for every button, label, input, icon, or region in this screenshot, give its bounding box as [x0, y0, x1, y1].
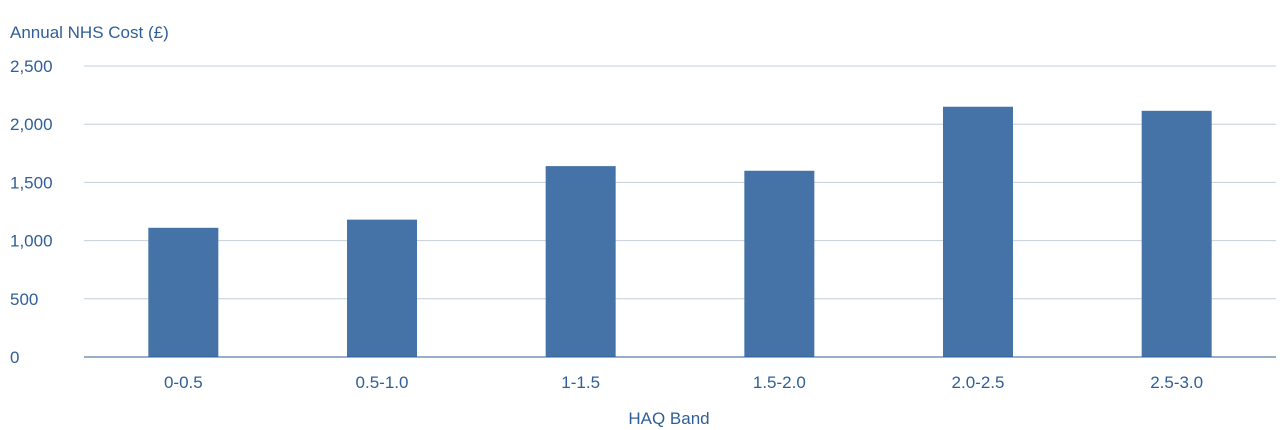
y-axis-label: Annual NHS Cost (£)	[10, 23, 169, 42]
x-tick-label: 0-0.5	[164, 373, 203, 392]
x-tick-label: 1-1.5	[561, 373, 600, 392]
y-tick-label: 1,000	[10, 232, 53, 251]
bar-1.5-2.0	[744, 170, 815, 357]
x-tick-label: 0.5-1.0	[356, 373, 409, 392]
gridlines	[84, 65, 1276, 300]
bar-2.5-3.0	[1141, 110, 1212, 358]
y-tick-label: 2,000	[10, 115, 53, 134]
bar-0.5-1.0	[347, 219, 417, 357]
bar-1-1.5	[545, 166, 616, 357]
y-tick-label: 1,500	[10, 173, 53, 192]
bar-0-0.5	[148, 227, 219, 357]
y-tick-label: 2,500	[10, 57, 53, 76]
y-tick-label: 0	[10, 348, 19, 367]
x-tick-label: 2.0-2.5	[952, 373, 1005, 392]
bar-2.0-2.5	[943, 106, 1013, 358]
x-axis-label: HAQ Band	[628, 409, 709, 428]
x-tick-labels: 0-0.5 0.5-1.0 1-1.5 1.5-2.0 2.0-2.5 2.5-3.0	[164, 373, 1203, 392]
x-tick-label: 2.5-3.0	[1150, 373, 1203, 392]
y-tick-label: 500	[10, 290, 38, 309]
bars	[148, 106, 1212, 358]
y-tick-labels: 0 500 1,000 1,500 2,000 2,500	[10, 57, 53, 367]
x-tick-label: 1.5-2.0	[753, 373, 806, 392]
